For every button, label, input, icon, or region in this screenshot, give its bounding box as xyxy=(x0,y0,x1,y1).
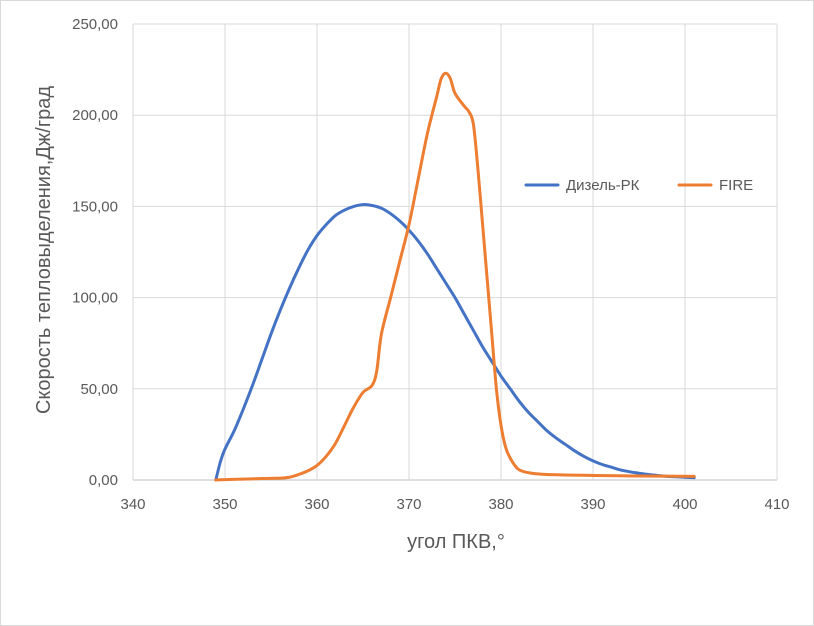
y-tick-label: 250,00 xyxy=(72,16,118,33)
legend-label-dizel-rk: Дизель-РК xyxy=(566,177,640,194)
y-tick-label: 50,00 xyxy=(80,381,118,398)
x-tick-label: 350 xyxy=(212,496,237,513)
x-tick-label: 370 xyxy=(396,496,421,513)
series-line-fire xyxy=(214,71,696,482)
y-tick-label: 150,00 xyxy=(72,198,118,215)
x-tick-label: 410 xyxy=(764,496,789,513)
y-tick-label: 200,00 xyxy=(72,107,118,124)
y-tick-label: 100,00 xyxy=(72,290,118,307)
y-axis-title: Скорость тепловыделения,Дж/град xyxy=(33,86,55,414)
x-tick-label: 360 xyxy=(304,496,329,513)
series-line-dizel-rk xyxy=(214,203,696,482)
x-tick-label: 400 xyxy=(672,496,697,513)
y-tick-label: 0,00 xyxy=(89,472,118,489)
tick-labels: 0,00 50,00 100,00 150,00 200,00 250,00 340 350 3… xyxy=(72,16,789,513)
x-axis-title: угол ПКВ,° xyxy=(407,531,505,553)
x-tick-label: 380 xyxy=(488,496,513,513)
legend-label-fire: FIRE xyxy=(719,177,753,194)
series-lines xyxy=(214,71,696,482)
x-tick-label: 340 xyxy=(120,496,145,513)
legend: Дизель-РК FIRE xyxy=(524,177,753,194)
x-tick-label: 390 xyxy=(580,496,605,513)
